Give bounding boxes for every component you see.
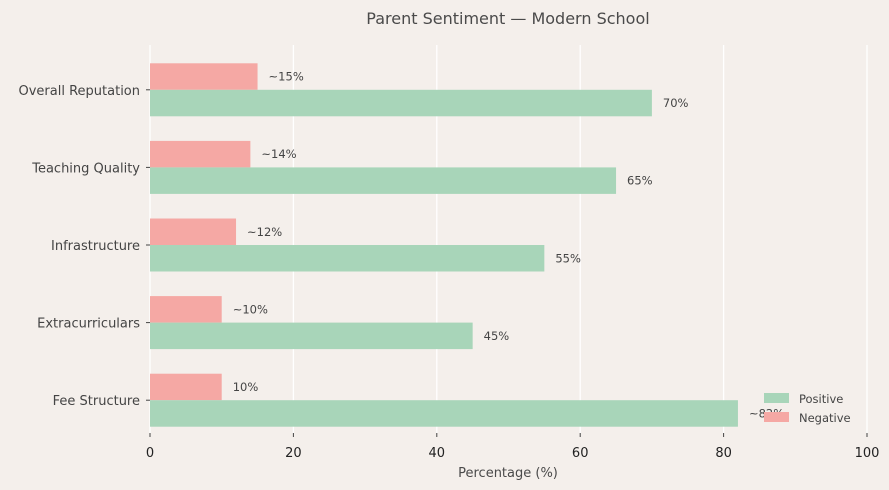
legend-label-negative: Negative	[799, 411, 851, 425]
bar-negative-0	[150, 63, 258, 90]
x-tick-label-1: 20	[285, 446, 302, 461]
data-label-positive-2: 55%	[555, 251, 581, 265]
bars-layer	[150, 63, 738, 427]
y-tick-label-3: Extracurriculars	[37, 317, 140, 332]
legend-swatch-negative	[764, 412, 789, 422]
x-tick-label-2: 40	[429, 446, 446, 461]
bar-negative-2	[150, 218, 237, 245]
data-label-positive-3: 45%	[484, 329, 510, 343]
y-tick-label-0: Overall Reputation	[19, 84, 141, 99]
data-label-positive-1: 65%	[627, 174, 653, 188]
bar-positive-1	[150, 167, 617, 194]
y-tick-label-2: Infrastructure	[51, 239, 140, 254]
bar-positive-0	[150, 89, 652, 117]
y-tick-label-1: Teaching Quality	[31, 161, 140, 176]
x-axis-label: Percentage (%)	[458, 466, 558, 481]
data-label-positive-0: 70%	[663, 96, 689, 110]
axis-layer: 0 20 40 60 80 100 Overall Reputation Teaching Q…	[19, 84, 880, 461]
data-label-negative-2: ~12%	[247, 225, 282, 239]
bar-negative-4	[150, 373, 222, 401]
labels-layer: ~15%70%~14%65%~12%55%~10%45%10%~82%	[233, 70, 785, 421]
legend: Positive Negative	[764, 392, 851, 425]
legend-label-positive: Positive	[799, 392, 843, 406]
y-tick-label-4: Fee Structure	[53, 394, 140, 409]
bar-positive-2	[150, 245, 545, 272]
data-label-negative-1: ~14%	[261, 147, 296, 161]
legend-swatch-positive	[764, 393, 789, 403]
x-tick-label-0: 0	[146, 446, 154, 461]
bar-negative-1	[150, 140, 251, 168]
data-label-negative-3: ~10%	[233, 302, 268, 316]
data-label-negative-4: 10%	[233, 380, 259, 394]
data-label-negative-0: ~15%	[269, 70, 304, 84]
x-tick-label-3: 60	[572, 446, 589, 461]
chart-title: Parent Sentiment — Modern School	[366, 9, 649, 28]
bar-positive-4	[150, 400, 738, 427]
bar-positive-3	[150, 322, 473, 350]
x-tick-label-5: 100	[855, 446, 880, 461]
bar-negative-3	[150, 296, 222, 323]
x-tick-label-4: 80	[715, 446, 732, 461]
